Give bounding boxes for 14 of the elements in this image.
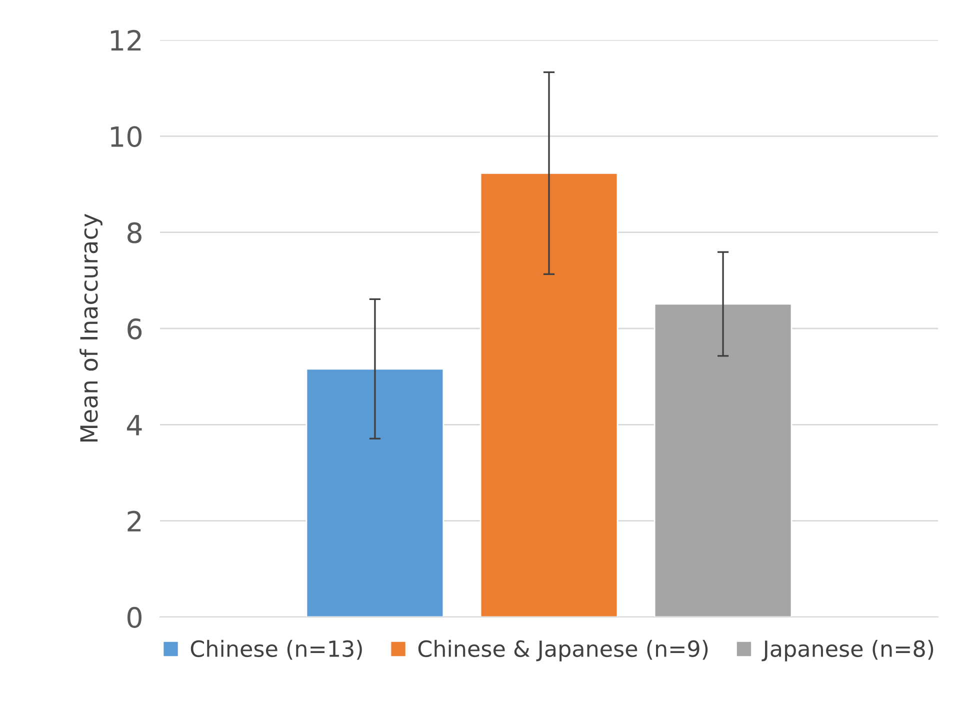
y-tick-label: 0	[127, 606, 142, 628]
y-tick-label: 6	[128, 318, 142, 340]
y-tick-label: 4	[127, 414, 142, 436]
bar	[306, 368, 444, 617]
y-tick-label: 2	[128, 510, 141, 532]
y-tick-label: 10	[111, 126, 142, 148]
legend-label: Japanese (n=8)	[762, 640, 934, 662]
bar	[654, 303, 792, 617]
y-tick-label: 8	[128, 222, 142, 244]
y-tick-label: 12	[111, 30, 141, 51]
legend-label: Chinese & Japanese (n=9)	[418, 640, 708, 662]
bar	[480, 172, 618, 617]
y-axis-title: Mean of Inaccuracy	[80, 214, 102, 442]
legend-label: Chinese (n=13)	[190, 640, 362, 660]
